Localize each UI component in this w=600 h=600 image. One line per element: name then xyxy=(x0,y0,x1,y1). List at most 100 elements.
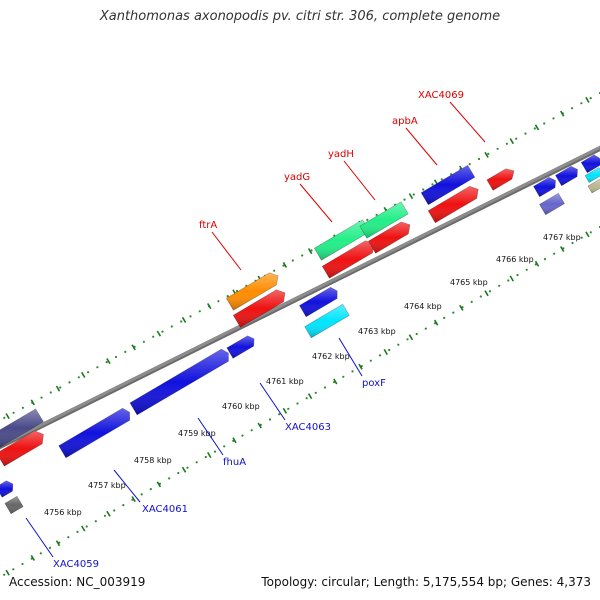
gene-label-ftrA[interactable]: ftrA xyxy=(199,220,242,271)
tick-label: 4763 kbp xyxy=(358,327,396,336)
ruler-dot xyxy=(105,361,108,364)
tick-label: 4762 kbp xyxy=(312,352,350,361)
ruler-tick xyxy=(156,330,162,337)
poxF-feature-highlight xyxy=(304,304,350,338)
XAC4059-gene[interactable] xyxy=(0,480,14,498)
gene-label-text[interactable]: ftrA xyxy=(199,220,217,231)
gene-label-text[interactable]: XAC4069 xyxy=(418,90,464,101)
XAC4063-gene-highlight xyxy=(226,335,255,359)
ruler-dot xyxy=(496,147,499,150)
ruler-dot xyxy=(235,289,239,293)
ruler-dot xyxy=(68,381,71,384)
yadH-gene[interactable] xyxy=(359,201,409,239)
forward-gene-right-3[interactable] xyxy=(580,154,600,174)
ruler-dot xyxy=(571,107,574,110)
ruler-dot xyxy=(186,466,189,469)
leader-line xyxy=(211,231,242,271)
ruler-dot xyxy=(40,396,43,399)
yadH-gene-highlight xyxy=(359,201,409,239)
ruler-dot xyxy=(314,391,317,394)
XAC4061-gene[interactable] xyxy=(58,407,131,459)
apbA-gene[interactable] xyxy=(420,164,476,206)
ruler-tick xyxy=(408,193,414,200)
ruler-tick xyxy=(408,334,414,341)
apbA-gene-highlight xyxy=(421,165,475,205)
ruler-dot xyxy=(553,252,556,255)
forward-gene-right-1[interactable] xyxy=(533,176,556,198)
gene-label-poxF[interactable]: poxF xyxy=(338,337,386,389)
gene-label-yadH[interactable]: yadH xyxy=(328,149,376,201)
ftrA-cds[interactable] xyxy=(232,289,286,328)
gene-label-text[interactable]: apbA xyxy=(392,116,418,127)
ruler-dot xyxy=(96,366,99,369)
ruler-dot xyxy=(204,455,207,459)
XAC4061-gene-highlight xyxy=(58,408,130,458)
gene-label-text[interactable]: poxF xyxy=(362,378,386,389)
gene-label-text[interactable]: XAC4063 xyxy=(285,422,331,433)
forward-gene-right-2[interactable] xyxy=(555,165,578,187)
ruler-dot xyxy=(452,311,455,314)
ruler-dot xyxy=(124,350,127,353)
ruler-dot xyxy=(180,320,183,323)
gene-label-fhuA[interactable]: fhuA xyxy=(197,417,246,468)
yadG-gene-highlight xyxy=(314,219,370,261)
XAC4069-cds[interactable] xyxy=(486,168,515,191)
ruler-dot xyxy=(152,335,155,338)
ftrA-cds-highlight xyxy=(233,289,286,328)
ruler-dot xyxy=(440,178,443,181)
gene-label-text[interactable]: yadH xyxy=(328,149,354,160)
poxF-feature[interactable] xyxy=(304,303,350,339)
forward-cds-left[interactable] xyxy=(0,430,44,467)
ruler-dot xyxy=(3,573,6,576)
ruler-dot xyxy=(505,142,508,145)
ruler-dot xyxy=(177,471,180,475)
poxF-gene[interactable] xyxy=(299,286,338,318)
tick-label: 4765 kbp xyxy=(450,278,488,287)
XAC4059-pseudo[interactable] xyxy=(4,495,24,515)
gene-label-XAC4061[interactable]: XAC4061 xyxy=(113,469,188,515)
ruler-dot xyxy=(487,152,490,155)
ruler-tick xyxy=(333,378,338,385)
gene-label-XAC4069[interactable]: XAC4069 xyxy=(418,90,486,143)
ruler-dot xyxy=(168,477,171,480)
forward-feature-cyan-right[interactable] xyxy=(584,167,600,183)
gene-label-apbA[interactable]: apbA xyxy=(392,116,438,166)
reverse-feature-lavender-right[interactable] xyxy=(539,192,565,216)
ruler-dot xyxy=(406,338,409,341)
gene-label-text[interactable]: XAC4059 xyxy=(53,559,99,570)
gene-label-XAC4063[interactable]: XAC4063 xyxy=(259,382,331,433)
ruler-dot xyxy=(59,386,62,389)
ruler-tick xyxy=(156,481,162,488)
ruler-dot xyxy=(142,340,145,343)
ruler-dot xyxy=(268,418,272,421)
tick-label: 4759 kbp xyxy=(178,429,216,438)
gene-label-text[interactable]: yadG xyxy=(284,172,310,183)
fhuA-gene[interactable] xyxy=(129,348,229,416)
leader-line xyxy=(449,101,486,143)
gene-label-yadG[interactable]: yadG xyxy=(284,172,333,223)
ruler-tick xyxy=(207,303,212,310)
XAC4063-gene[interactable] xyxy=(226,335,255,359)
leader-line xyxy=(197,417,224,456)
ruler-dot xyxy=(342,375,345,378)
gene-label-XAC4059[interactable]: XAC4059 xyxy=(25,517,99,570)
ruler-dot xyxy=(49,391,52,394)
gene-label-text[interactable]: XAC4061 xyxy=(142,504,188,515)
ruler-tick xyxy=(534,260,540,267)
forward-feature-cyan-right-highlight xyxy=(585,167,600,183)
forward-feature-tan-right[interactable] xyxy=(587,178,600,194)
apbA-cds[interactable] xyxy=(427,185,479,224)
ruler-dot xyxy=(412,193,415,196)
yadH-cds[interactable] xyxy=(368,221,411,254)
ruler-tick xyxy=(181,316,187,323)
forward-feature-purple-left[interactable] xyxy=(0,408,44,448)
gene-label-text[interactable]: fhuA xyxy=(223,457,246,468)
tick-label: 4758 kbp xyxy=(134,456,172,465)
ruler-tick xyxy=(106,358,111,365)
ftrA-gene[interactable] xyxy=(225,272,279,311)
ruler-tick xyxy=(484,151,489,158)
ruler-dot xyxy=(424,327,427,330)
ruler-dot xyxy=(479,295,482,298)
ruler-tick xyxy=(509,138,514,145)
poxF-gene-highlight xyxy=(299,287,338,317)
